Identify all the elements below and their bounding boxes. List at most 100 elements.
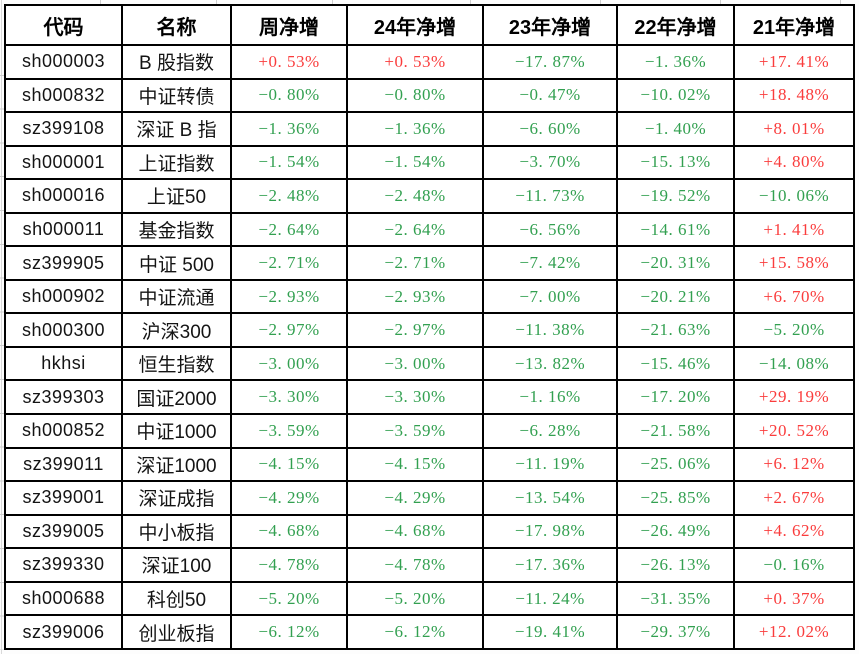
- name-cell[interactable]: 中证流通: [121, 278, 232, 315]
- y23-value-cell[interactable]: −7. 42%: [482, 245, 618, 281]
- y24-value-cell[interactable]: −1. 54%: [346, 144, 484, 181]
- y24-value-cell[interactable]: −2. 64%: [346, 211, 484, 248]
- code-cell[interactable]: sh000011: [4, 211, 123, 248]
- code-cell[interactable]: sh000852: [4, 413, 123, 449]
- name-cell[interactable]: 创业板指: [121, 614, 232, 650]
- code-cell[interactable]: sh000832: [4, 77, 123, 114]
- column-header-2022-change[interactable]: 22年净增: [616, 4, 735, 46]
- y21-value-cell[interactable]: +18. 48%: [733, 77, 855, 114]
- y23-value-cell[interactable]: −17. 98%: [482, 513, 618, 550]
- y24-value-cell[interactable]: −3. 30%: [346, 379, 484, 416]
- y21-value-cell[interactable]: +12. 02%: [733, 614, 855, 650]
- y22-value-cell[interactable]: −15. 13%: [616, 144, 735, 181]
- week-value-cell[interactable]: −3. 00%: [230, 345, 348, 382]
- week-value-cell[interactable]: −4. 15%: [230, 446, 348, 483]
- code-cell[interactable]: sz399330: [4, 547, 123, 583]
- y22-value-cell[interactable]: −1. 36%: [616, 44, 735, 80]
- y24-value-cell[interactable]: −4. 78%: [346, 547, 484, 583]
- week-value-cell[interactable]: −4. 68%: [230, 513, 348, 550]
- name-cell[interactable]: 上证50: [121, 178, 232, 214]
- week-value-cell[interactable]: −2. 71%: [230, 245, 348, 281]
- y22-value-cell[interactable]: −26. 13%: [616, 547, 735, 583]
- week-value-cell[interactable]: −6. 12%: [230, 614, 348, 650]
- name-cell[interactable]: 沪深300: [121, 312, 232, 348]
- y23-value-cell[interactable]: −11. 19%: [482, 446, 618, 483]
- y23-value-cell[interactable]: −6. 56%: [482, 211, 618, 248]
- y21-value-cell[interactable]: +4. 62%: [733, 513, 855, 550]
- week-value-cell[interactable]: −0. 80%: [230, 77, 348, 114]
- y22-value-cell[interactable]: −10. 02%: [616, 77, 735, 114]
- week-value-cell[interactable]: −1. 54%: [230, 144, 348, 181]
- y23-value-cell[interactable]: −13. 82%: [482, 345, 618, 382]
- week-value-cell[interactable]: −4. 78%: [230, 547, 348, 583]
- y21-value-cell[interactable]: −0. 16%: [733, 547, 855, 583]
- y21-value-cell[interactable]: +17. 41%: [733, 44, 855, 80]
- y21-value-cell[interactable]: +0. 37%: [733, 580, 855, 617]
- week-value-cell[interactable]: −1. 36%: [230, 111, 348, 147]
- name-cell[interactable]: 深证100: [121, 547, 232, 583]
- name-cell[interactable]: 中小板指: [121, 513, 232, 550]
- y23-value-cell[interactable]: −17. 87%: [482, 44, 618, 80]
- y24-value-cell[interactable]: −4. 68%: [346, 513, 484, 550]
- column-header-name[interactable]: 名称: [121, 4, 232, 46]
- y23-value-cell[interactable]: −11. 73%: [482, 178, 618, 214]
- y21-value-cell[interactable]: +6. 70%: [733, 278, 855, 315]
- y24-value-cell[interactable]: −2. 71%: [346, 245, 484, 281]
- y22-value-cell[interactable]: −20. 31%: [616, 245, 735, 281]
- name-cell[interactable]: 深证成指: [121, 480, 232, 516]
- y21-value-cell[interactable]: +4. 80%: [733, 144, 855, 181]
- week-value-cell[interactable]: −2. 97%: [230, 312, 348, 348]
- code-cell[interactable]: sz399303: [4, 379, 123, 416]
- y23-value-cell[interactable]: −6. 28%: [482, 413, 618, 449]
- week-value-cell[interactable]: −3. 30%: [230, 379, 348, 416]
- y24-value-cell[interactable]: +0. 53%: [346, 44, 484, 80]
- week-value-cell[interactable]: −2. 48%: [230, 178, 348, 214]
- y22-value-cell[interactable]: −25. 06%: [616, 446, 735, 483]
- y22-value-cell[interactable]: −14. 61%: [616, 211, 735, 248]
- y24-value-cell[interactable]: −0. 80%: [346, 77, 484, 114]
- name-cell[interactable]: 基金指数: [121, 211, 232, 248]
- name-cell[interactable]: B 股指数: [121, 44, 232, 80]
- y22-value-cell[interactable]: −1. 40%: [616, 111, 735, 147]
- y21-value-cell[interactable]: +8. 01%: [733, 111, 855, 147]
- y23-value-cell[interactable]: −6. 60%: [482, 111, 618, 147]
- y23-value-cell[interactable]: −1. 16%: [482, 379, 618, 416]
- y24-value-cell[interactable]: −5. 20%: [346, 580, 484, 617]
- y22-value-cell[interactable]: −20. 21%: [616, 278, 735, 315]
- y24-value-cell[interactable]: −1. 36%: [346, 111, 484, 147]
- y21-value-cell[interactable]: +29. 19%: [733, 379, 855, 416]
- code-cell[interactable]: sz399108: [4, 111, 123, 147]
- week-value-cell[interactable]: +0. 53%: [230, 44, 348, 80]
- name-cell[interactable]: 中证转债: [121, 77, 232, 114]
- code-cell[interactable]: sz399006: [4, 614, 123, 650]
- y24-value-cell[interactable]: −4. 29%: [346, 480, 484, 516]
- y23-value-cell[interactable]: −0. 47%: [482, 77, 618, 114]
- y23-value-cell[interactable]: −13. 54%: [482, 480, 618, 516]
- y22-value-cell[interactable]: −15. 46%: [616, 345, 735, 382]
- y22-value-cell[interactable]: −21. 58%: [616, 413, 735, 449]
- code-cell[interactable]: sh000001: [4, 144, 123, 181]
- code-cell[interactable]: sh000300: [4, 312, 123, 348]
- name-cell[interactable]: 上证指数: [121, 144, 232, 181]
- column-header-code[interactable]: 代码: [4, 4, 123, 46]
- y21-value-cell[interactable]: +20. 52%: [733, 413, 855, 449]
- y24-value-cell[interactable]: −4. 15%: [346, 446, 484, 483]
- y22-value-cell[interactable]: −29. 37%: [616, 614, 735, 650]
- code-cell[interactable]: sh000902: [4, 278, 123, 315]
- y21-value-cell[interactable]: −10. 06%: [733, 178, 855, 214]
- code-cell[interactable]: sz399001: [4, 480, 123, 516]
- name-cell[interactable]: 中证 500: [121, 245, 232, 281]
- y21-value-cell[interactable]: +15. 58%: [733, 245, 855, 281]
- y21-value-cell[interactable]: −5. 20%: [733, 312, 855, 348]
- y22-value-cell[interactable]: −17. 20%: [616, 379, 735, 416]
- week-value-cell[interactable]: −3. 59%: [230, 413, 348, 449]
- column-header-2024-change[interactable]: 24年净增: [346, 4, 484, 46]
- y21-value-cell[interactable]: +6. 12%: [733, 446, 855, 483]
- name-cell[interactable]: 中证1000: [121, 413, 232, 449]
- name-cell[interactable]: 深证 B 指: [121, 111, 232, 147]
- code-cell[interactable]: sz399011: [4, 446, 123, 483]
- name-cell[interactable]: 科创50: [121, 580, 232, 617]
- week-value-cell[interactable]: −5. 20%: [230, 580, 348, 617]
- name-cell[interactable]: 国证2000: [121, 379, 232, 416]
- y23-value-cell[interactable]: −11. 38%: [482, 312, 618, 348]
